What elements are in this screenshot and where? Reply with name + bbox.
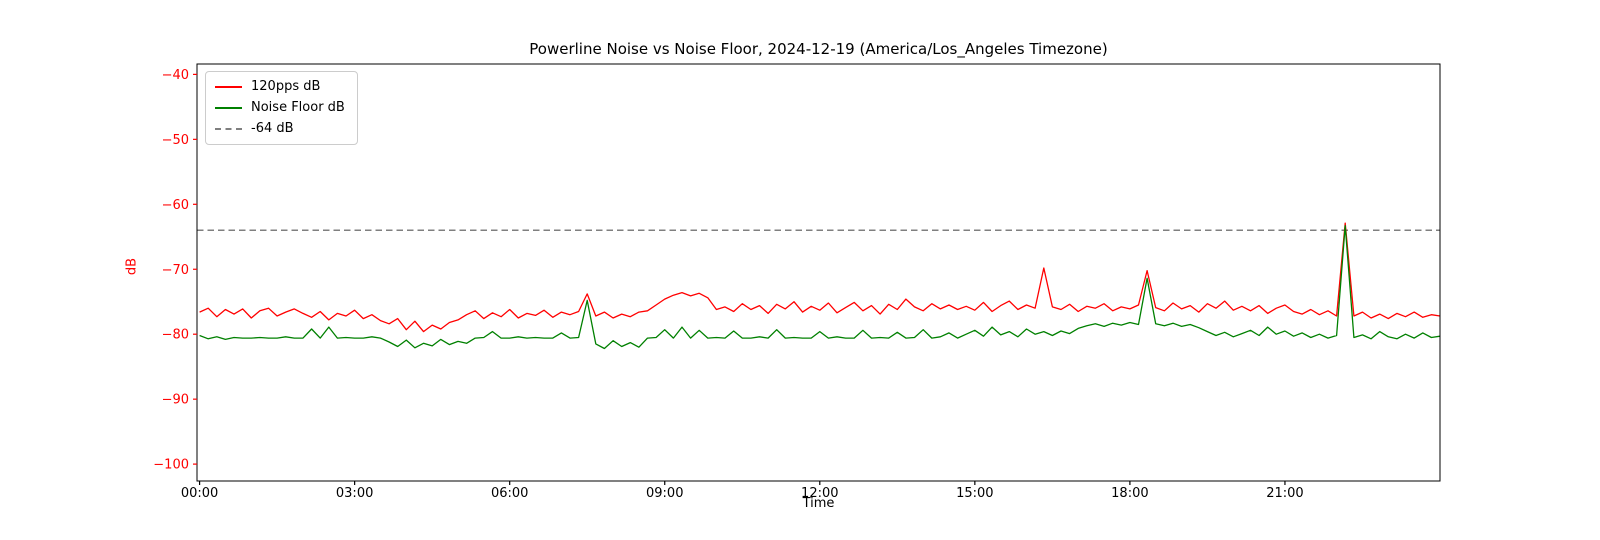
- y-tick-label: −60: [162, 198, 189, 213]
- legend-item: 120pps dB: [215, 80, 345, 94]
- y-tick-label: −80: [162, 328, 189, 343]
- legend-item: -64 dB: [215, 122, 345, 136]
- legend-item: Noise Floor dB: [215, 101, 345, 115]
- x-axis-label: Time: [802, 496, 835, 511]
- x-tick-label: 00:00: [181, 486, 218, 501]
- x-tick-label: 21:00: [1266, 486, 1303, 501]
- y-tick-label: −100: [153, 458, 189, 473]
- legend-label: 120pps dB: [251, 79, 321, 94]
- series-noise-floor: [199, 225, 1441, 350]
- legend-label: -64 dB: [251, 121, 294, 136]
- x-tick-label: 15:00: [956, 486, 993, 501]
- axes-frame: [196, 63, 1441, 482]
- x-tick-label: 06:00: [491, 486, 528, 501]
- series-120pps: [199, 222, 1441, 333]
- legend-line-sample: [215, 107, 242, 109]
- x-tick-label: 03:00: [336, 486, 373, 501]
- y-tick-label: −50: [162, 133, 189, 148]
- x-tick-label: 09:00: [646, 486, 683, 501]
- y-tick-label: −40: [162, 68, 189, 83]
- y-tick-label: −70: [162, 263, 189, 278]
- chart-title: Powerline Noise vs Noise Floor, 2024-12-…: [529, 40, 1108, 58]
- y-tick-label: −90: [162, 393, 189, 408]
- legend: 120pps dB Noise Floor dB -64 dB: [205, 71, 358, 145]
- legend-line-sample: [215, 86, 242, 88]
- legend-line-sample: [215, 128, 242, 130]
- legend-label: Noise Floor dB: [251, 100, 345, 115]
- x-tick-label: 12:00: [801, 486, 838, 501]
- x-tick-label: 18:00: [1111, 486, 1148, 501]
